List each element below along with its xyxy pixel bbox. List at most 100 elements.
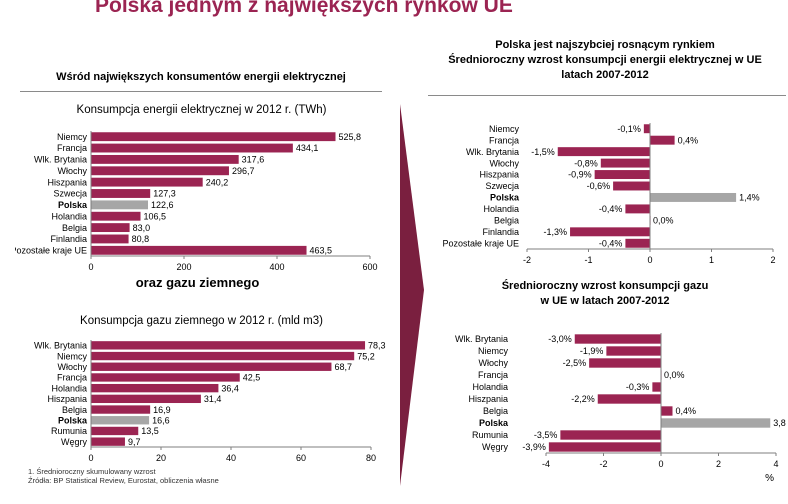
- data-label: 31,4: [204, 394, 222, 404]
- x-axis-label: %: [765, 473, 774, 484]
- page-title: Polska jednym z największych rynków UE: [95, 0, 513, 17]
- category-label: Belgia: [494, 216, 519, 226]
- category-label: Polska: [58, 200, 88, 210]
- data-label: 0,4%: [678, 135, 699, 145]
- x-tick-label: 0: [658, 459, 663, 469]
- category-label: Włochy: [57, 166, 87, 176]
- category-label: Wlk. Brytania: [466, 147, 519, 157]
- bar: [91, 177, 203, 187]
- category-label: Holandia: [51, 211, 87, 221]
- data-label: -1,9%: [580, 346, 604, 356]
- data-label: 463,5: [310, 246, 333, 256]
- x-tick-label: 80: [366, 453, 376, 463]
- footnote: 1. Średnioroczny skumulowany wzrost: [28, 467, 156, 476]
- data-label: -0,6%: [587, 181, 611, 191]
- category-label: Niemcy: [478, 346, 509, 356]
- x-tick-label: 400: [269, 262, 284, 272]
- category-label: Szwecja: [485, 181, 519, 191]
- x-tick-label: 0: [88, 453, 93, 463]
- category-label: Szwecja: [53, 189, 87, 199]
- left-divider: [20, 91, 382, 92]
- data-label: 9,7: [128, 437, 141, 447]
- category-label: Niemcy: [57, 351, 88, 361]
- bar: [91, 154, 239, 164]
- data-label: 3,8: [773, 418, 786, 428]
- bar: [560, 430, 661, 440]
- bar: [652, 382, 661, 392]
- category-label: Francja: [57, 373, 87, 383]
- category-label: Francja: [478, 370, 508, 380]
- electricity-consumption-chart: Konsumpcja energii elektrycznej w 2012 r…: [15, 96, 388, 281]
- bar: [600, 158, 650, 168]
- category-label: Pozostałe kraje UE: [442, 238, 519, 248]
- category-label: Włochy: [489, 158, 519, 168]
- category-label: Holandia: [483, 204, 519, 214]
- category-label: Niemcy: [489, 124, 520, 134]
- category-label: Wlk. Brytania: [34, 341, 87, 351]
- bar: [650, 192, 737, 202]
- bar: [91, 211, 141, 221]
- category-label: Hiszpania: [468, 394, 508, 404]
- x-tick-label: 60: [296, 453, 306, 463]
- category-label: Holandia: [472, 382, 508, 392]
- bar: [91, 362, 332, 371]
- bar: [91, 234, 129, 244]
- bar: [91, 394, 201, 404]
- data-label: 122,6: [151, 200, 174, 210]
- bar: [613, 181, 650, 191]
- category-label: Francja: [57, 143, 87, 153]
- data-label: 36,4: [221, 383, 239, 393]
- bar: [91, 223, 130, 233]
- category-label: Belgia: [483, 406, 508, 416]
- data-label: 106,5: [144, 211, 167, 221]
- transition-arrow: [400, 104, 424, 486]
- x-tick-label: 2: [716, 459, 721, 469]
- data-label: 434,1: [296, 143, 319, 153]
- footnotes: 1. Średnioroczny skumulowany wzrost Źród…: [28, 467, 368, 485]
- x-tick-label: 1: [709, 255, 714, 265]
- bar: [91, 166, 229, 176]
- data-label: -2,5%: [563, 358, 587, 368]
- data-label: -3,5%: [534, 430, 558, 440]
- bar: [574, 334, 661, 344]
- bar: [606, 346, 661, 356]
- category-label: Wlk. Brytania: [455, 334, 508, 344]
- data-label: -3,9%: [522, 442, 546, 452]
- x-tick-label: 40: [226, 453, 236, 463]
- bar: [91, 132, 336, 142]
- right-heading-line: Średnioroczny wzrost konsumpcji energii …: [448, 54, 762, 66]
- data-label: 80,8: [132, 234, 150, 244]
- data-label: 1,4%: [739, 193, 760, 203]
- bar: [91, 437, 125, 446]
- x-tick-label: 0: [88, 262, 93, 272]
- data-label: 75,2: [357, 351, 375, 361]
- data-label: -0,4%: [599, 238, 623, 248]
- chevron-right-icon: [400, 104, 424, 486]
- data-label: 240,2: [206, 177, 229, 187]
- x-tick-label: 600: [362, 262, 377, 272]
- chart-title: Konsumpcja energii elektrycznej w 2012 r…: [76, 104, 327, 116]
- data-label: -2,2%: [571, 394, 595, 404]
- bar: [91, 189, 151, 198]
- x-tick-label: 20: [156, 453, 166, 463]
- x-tick-label: -4: [542, 459, 550, 469]
- x-tick-label: -2: [599, 459, 607, 469]
- right-heading-line: Polska jest najszybciej rosnącym rynkiem: [495, 39, 715, 51]
- category-label: Hiszpania: [47, 177, 87, 187]
- category-label: Finlandia: [482, 227, 519, 237]
- bar: [91, 143, 293, 153]
- x-tick-label: 2: [770, 255, 775, 265]
- bar: [589, 358, 661, 368]
- right-heading: Polska jest najszybciej rosnącym rynkiem…: [425, 38, 785, 83]
- bar: [91, 373, 240, 382]
- data-label: 16,9: [153, 405, 171, 415]
- right-heading-line: latach 2007-2012: [561, 69, 649, 81]
- right-subheading: Średnioroczny wzrost konsumpcji gazu w U…: [470, 279, 740, 309]
- bar: [625, 204, 650, 214]
- bar: [91, 405, 151, 414]
- chart-plot: Niemcy 525,8 Francja 434,1 Wlk. Brytania 317,…: [15, 131, 378, 272]
- data-label: 68,7: [334, 362, 352, 372]
- category-label: Rumunia: [51, 426, 87, 436]
- right-subheading-line: w UE w latach 2007-2012: [540, 295, 670, 307]
- data-label: -0,1%: [617, 124, 641, 134]
